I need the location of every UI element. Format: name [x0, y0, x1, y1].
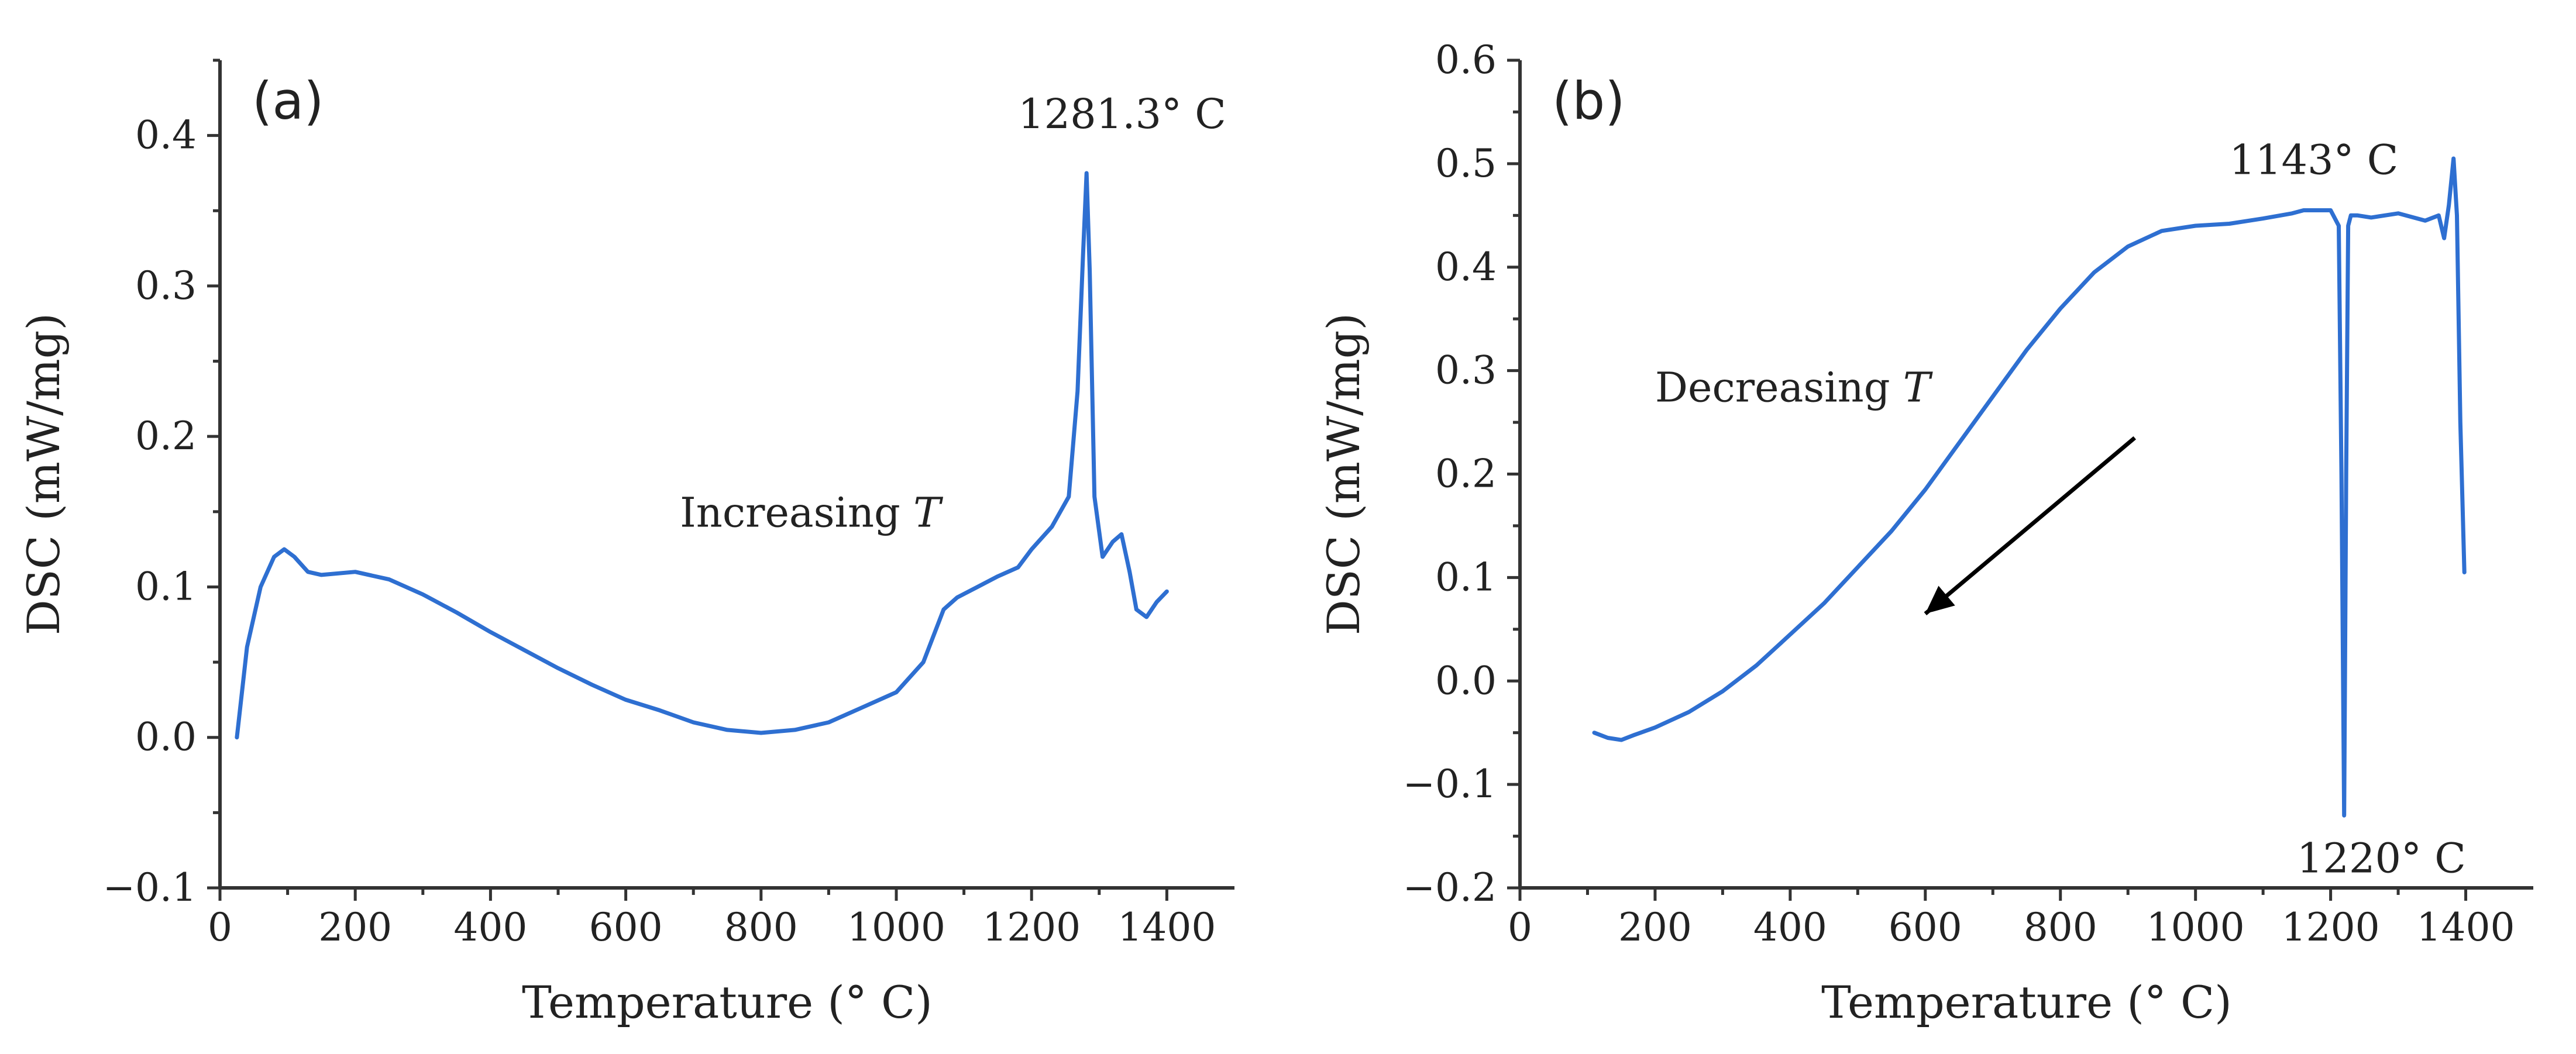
direction-arrow-head: [1925, 585, 1955, 614]
x-tick-label: 800: [2024, 905, 2097, 950]
panel-label: (a): [252, 71, 324, 131]
x-tick-label: 800: [724, 905, 798, 950]
y-tick-label: 0.3: [1435, 348, 1497, 393]
x-tick-label: 0: [208, 905, 232, 950]
x-tick-label: 200: [318, 905, 392, 950]
series-line-1: [1592, 156, 2467, 818]
x-tick-label: 1400: [2417, 905, 2515, 950]
chart-panel-2: 0 200 400 600 800 1000 1200 1400 −0.2 −0.1 0.0 0.1 0…: [1318, 37, 2533, 1028]
chart-panel-1: 0 200 400 600 800 1000 1200 1400 −0.1 0.0 0.1 0.2 0.…: [18, 58, 1234, 1028]
y-tick-label: 0.4: [1435, 244, 1497, 290]
y-tick-label: 0.0: [135, 715, 197, 760]
x-tick-label: 1400: [1117, 905, 1216, 950]
x-tick-label: 200: [1618, 905, 1692, 950]
x-axis-title: Temperature (° C): [1821, 976, 2232, 1028]
y-tick-label: −0.1: [1403, 762, 1497, 807]
y-tick-label: 0.3: [135, 263, 197, 308]
annotation: 1281.3° C: [1018, 90, 1226, 138]
y-tick-label: 0.1: [1435, 554, 1497, 600]
y-tick-label: −0.1: [103, 865, 197, 910]
y-tick-label: 0.2: [135, 414, 197, 459]
x-tick-label: 600: [589, 905, 663, 950]
direction-arrow: [1924, 436, 2136, 615]
x-tick-label: 1000: [2147, 905, 2245, 950]
x-tick-label: 400: [1753, 905, 1827, 950]
x-tick-label: 0: [1508, 905, 1532, 950]
annotation-italic: T: [900, 489, 943, 537]
series-line-1: [235, 171, 1169, 740]
y-tick-label: −0.2: [1403, 865, 1497, 910]
y-axis-title: DSC (mW/mg): [18, 313, 70, 635]
annotation: Decreasing T: [1655, 364, 1933, 412]
annotation-italic: T: [1890, 364, 1933, 412]
x-axis-title: Temperature (° C): [522, 976, 933, 1028]
annotation: Increasing T: [680, 489, 943, 537]
y-tick-label: 0.4: [135, 113, 197, 158]
y-tick-label: 0.5: [1435, 141, 1497, 186]
panel-label: (b): [1552, 71, 1625, 131]
y-tick-label: 0.1: [135, 564, 197, 609]
annotation: 1220° C: [2297, 834, 2466, 882]
y-tick-label: 0.0: [1435, 658, 1497, 703]
x-tick-label: 1200: [982, 905, 1081, 950]
x-tick-label: 400: [453, 905, 527, 950]
x-tick-label: 600: [1889, 905, 1962, 950]
y-axis-title: DSC (mW/mg): [1318, 313, 1370, 635]
y-tick-label: 0.6: [1435, 37, 1497, 82]
x-tick-label: 1000: [847, 905, 945, 950]
x-tick-label: 1200: [2282, 905, 2380, 950]
y-tick-label: 0.2: [1435, 452, 1497, 497]
annotation: 1143° C: [2229, 136, 2398, 184]
